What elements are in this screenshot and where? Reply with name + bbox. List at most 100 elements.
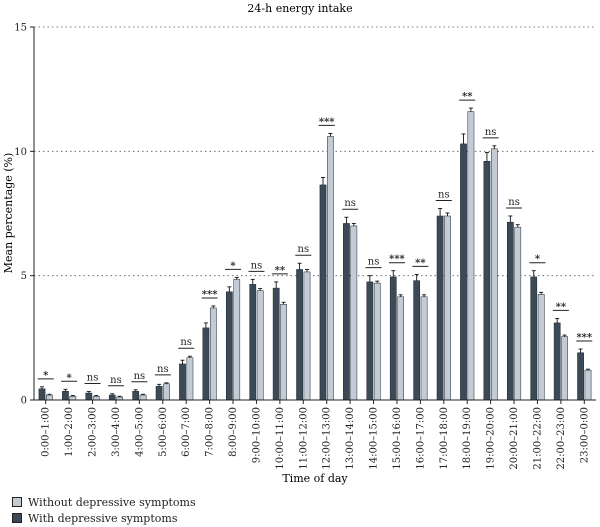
bar-with — [132, 391, 140, 401]
bar-without — [92, 396, 100, 401]
x-tick-label: 11:00–12:00 — [298, 407, 309, 470]
legend-label-without: Without depressive symptoms — [28, 495, 196, 509]
significance-label: ns — [157, 364, 169, 375]
bar-with — [577, 352, 584, 401]
x-tick-label: 5:00–6:00 — [158, 407, 169, 457]
bar-with — [366, 281, 374, 401]
grid-lines — [34, 26, 596, 277]
x-tick-label: 13:00–14:00 — [345, 407, 356, 470]
bar-with — [319, 184, 327, 401]
bar-without — [420, 296, 428, 401]
legend-item-with: With depressive symptoms — [12, 510, 196, 526]
bar-with — [460, 143, 467, 401]
y-tick-label: 10 — [14, 147, 27, 158]
bar-without — [373, 282, 381, 401]
bar-without — [209, 307, 217, 401]
significance-label: ** — [556, 302, 567, 313]
x-tick-label: 7:00–8:00 — [205, 407, 216, 457]
y-axis-label: Mean percentage (%) — [2, 153, 15, 274]
x-tick-label: 8:00–9:00 — [228, 407, 239, 457]
bar-with — [553, 322, 561, 401]
legend-item-without: Without depressive symptoms — [12, 494, 196, 510]
x-tick-label: 21:00–22:00 — [532, 407, 543, 470]
bar-with — [225, 291, 233, 401]
bar-with — [202, 327, 210, 401]
x-tick-label: 18:00–19:00 — [462, 407, 473, 470]
bar-without — [327, 136, 334, 401]
bar-without — [280, 304, 287, 401]
bar-with — [155, 386, 163, 401]
bar-without — [561, 336, 568, 401]
y-tick-label: 15 — [14, 23, 27, 34]
bar-with — [483, 161, 491, 401]
x-tick-label: 15:00–16:00 — [392, 407, 403, 470]
bar-with — [272, 287, 280, 401]
x-tick-label: 16:00–17:00 — [415, 407, 426, 470]
significance-label: *** — [576, 333, 592, 344]
bar-with — [108, 394, 116, 401]
bar-with — [296, 269, 303, 401]
y-tick-label: 5 — [21, 271, 27, 282]
significance-label: ns — [180, 337, 192, 348]
significance-label: *** — [319, 117, 335, 128]
bar-without — [186, 357, 194, 401]
bar-without — [46, 394, 53, 401]
y-ticks: 0 5 10 15 — [14, 23, 34, 407]
x-tick-label: 9:00–10:00 — [251, 407, 262, 463]
bar-without — [163, 383, 170, 401]
legend-label-with: With depressive symptoms — [28, 511, 178, 525]
significance-label: ns — [485, 127, 497, 138]
bar-with — [38, 388, 46, 401]
significance-label: ns — [87, 373, 99, 384]
bar-with — [85, 392, 93, 401]
y-tick-label: 0 — [21, 396, 27, 407]
legend: Without depressive symptoms With depress… — [12, 494, 196, 526]
significance-label: ** — [462, 92, 473, 103]
bar-without — [444, 215, 451, 401]
bar-without — [350, 225, 358, 401]
significance-label: * — [535, 254, 541, 265]
significance-label: ns — [110, 375, 122, 386]
bar-without — [256, 290, 264, 401]
x-tick-label: 0:00–1:00 — [41, 407, 52, 457]
bar-with — [343, 223, 350, 401]
x-tick-label: 17:00–18:00 — [439, 407, 450, 470]
x-tick-label: 19:00–20:00 — [486, 407, 497, 470]
bar-with — [179, 363, 186, 401]
bar-without — [467, 111, 475, 401]
bar-with — [62, 391, 69, 401]
axes — [33, 27, 596, 401]
bar-without — [69, 396, 77, 401]
significance-label: *** — [202, 290, 218, 301]
significance-label: ** — [415, 258, 426, 269]
legend-swatch-without — [12, 497, 22, 507]
bar-without — [490, 148, 498, 401]
bar-with — [506, 221, 514, 401]
x-tick-label: 3:00–4:00 — [111, 407, 122, 457]
significance-label: ns — [344, 198, 356, 209]
bar-without — [514, 226, 522, 401]
x-tick-label: 1:00–2:00 — [64, 407, 75, 457]
significance-label: * — [43, 370, 49, 381]
legend-swatch-with — [12, 513, 22, 523]
significance-label: ns — [134, 371, 146, 382]
x-tick-label: 20:00–21:00 — [509, 407, 520, 470]
significance-label: ns — [298, 244, 310, 255]
bar-with — [530, 276, 538, 401]
significance-label: ns — [508, 197, 520, 208]
bar-without — [139, 394, 147, 401]
bar-with — [436, 215, 444, 401]
bar-without — [584, 369, 592, 401]
significance-label: * — [230, 261, 236, 272]
x-tick-label: 14:00–15:00 — [369, 407, 380, 470]
significance-label: *** — [389, 254, 405, 265]
x-ticks: 0:00–1:00 1:00–2:00 2:00–3:00 3:00–4:00 4:00… — [41, 400, 590, 470]
bar-without — [537, 294, 545, 401]
bar-without — [233, 279, 241, 401]
significance-label: ** — [275, 265, 286, 276]
bar-with — [249, 284, 257, 401]
bars — [38, 107, 592, 401]
bar-without — [397, 296, 405, 401]
